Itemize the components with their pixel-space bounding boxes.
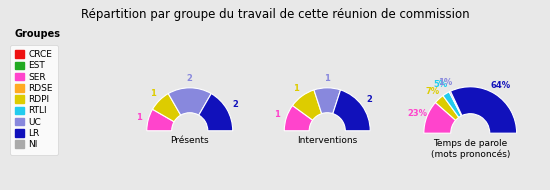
Wedge shape (333, 90, 370, 131)
Wedge shape (449, 91, 462, 116)
Text: 2: 2 (187, 74, 192, 83)
Wedge shape (450, 87, 516, 133)
Legend: CRCE, EST, SER, RDSE, RDPI, RTLI, UC, LR, NI: CRCE, EST, SER, RDSE, RDPI, RTLI, UC, LR… (10, 45, 58, 155)
Text: 1: 1 (150, 89, 156, 98)
Wedge shape (168, 88, 211, 115)
Wedge shape (443, 92, 461, 117)
Wedge shape (152, 93, 181, 122)
Text: 1: 1 (274, 110, 280, 119)
Text: Interventions: Interventions (297, 136, 358, 145)
Wedge shape (424, 102, 455, 133)
Wedge shape (314, 88, 340, 114)
Text: 1%: 1% (438, 78, 453, 87)
Wedge shape (199, 93, 233, 131)
Text: 23%: 23% (408, 109, 427, 118)
Text: 1: 1 (136, 113, 142, 122)
Wedge shape (436, 96, 459, 120)
Wedge shape (147, 109, 174, 131)
Wedge shape (284, 105, 312, 131)
Text: Temps de parole
(mots prononcés): Temps de parole (mots prononcés) (431, 139, 510, 159)
Text: 1: 1 (294, 84, 299, 93)
Text: Groupes: Groupes (14, 29, 60, 39)
Text: 2: 2 (232, 100, 238, 109)
Text: 2: 2 (367, 95, 372, 104)
Text: 5%: 5% (433, 80, 448, 89)
Text: 64%: 64% (491, 81, 510, 90)
Text: Présents: Présents (170, 136, 209, 145)
Wedge shape (293, 90, 322, 120)
Text: 1: 1 (324, 74, 330, 83)
Text: 7%: 7% (425, 87, 439, 96)
Text: Répartition par groupe du travail de cette réunion de commission: Répartition par groupe du travail de cet… (81, 8, 469, 21)
